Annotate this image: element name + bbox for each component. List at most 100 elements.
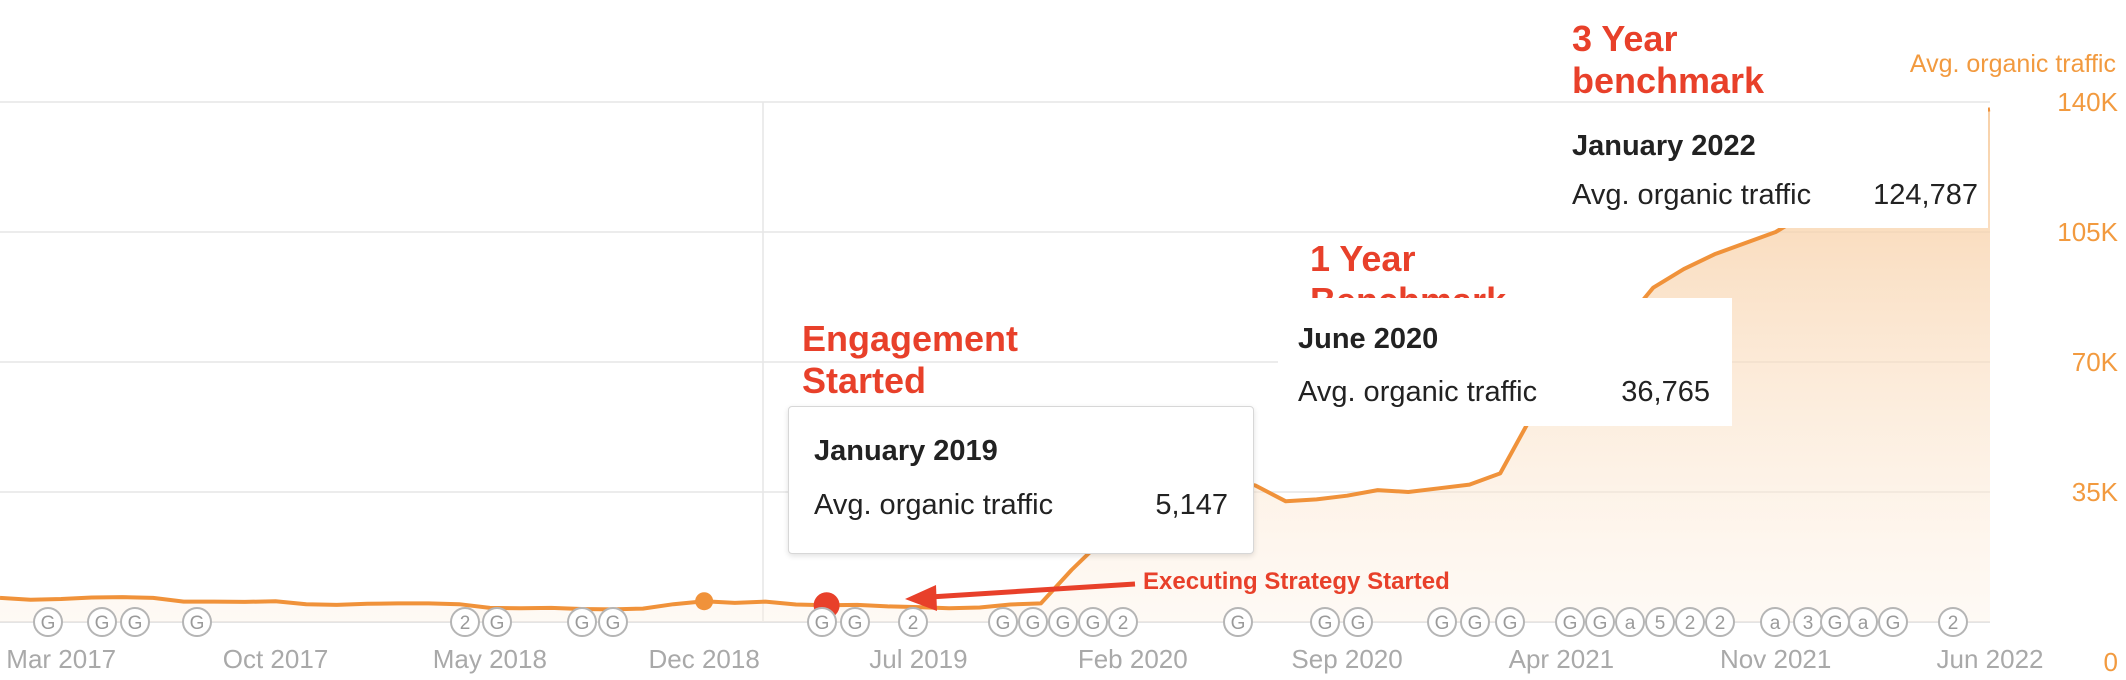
traffic-area <box>0 109 1990 622</box>
update-marker[interactable]: a <box>1615 607 1645 637</box>
update-marker[interactable]: G <box>120 607 150 637</box>
svg-text:G: G <box>815 613 830 634</box>
update-marker[interactable]: a <box>1848 607 1878 637</box>
y-tick-label: 35K <box>2072 477 2119 507</box>
update-marker[interactable]: a <box>1760 607 1790 637</box>
update-marker[interactable]: G <box>87 607 117 637</box>
svg-text:2: 2 <box>1685 613 1696 634</box>
update-marker[interactable]: G <box>1555 607 1585 637</box>
update-marker[interactable]: G <box>807 607 837 637</box>
svg-text:G: G <box>1351 613 1366 634</box>
update-marker[interactable]: G <box>1018 607 1048 637</box>
x-tick-label: May 2018 <box>433 644 547 674</box>
executing-arrow <box>929 581 1136 600</box>
tooltip-label: Avg. organic traffic <box>814 489 1054 521</box>
tooltip-jun-2020: June 2020 Avg. organic traffic 36,765 <box>1278 298 1732 426</box>
svg-text:G: G <box>1468 613 1483 634</box>
update-marker[interactable]: G <box>1310 607 1340 637</box>
highlight-point[interactable] <box>695 592 714 611</box>
svg-text:G: G <box>1503 613 1518 634</box>
svg-text:2: 2 <box>460 613 471 634</box>
update-marker[interactable]: G <box>1585 607 1615 637</box>
svg-text:G: G <box>95 613 110 634</box>
y-tick-label: 105K <box>2057 217 2118 247</box>
annotation-one-year-line1: 1 Year <box>1310 238 1416 279</box>
update-marker[interactable]: G <box>598 607 628 637</box>
annotation-engagement-line1: Engagement <box>802 318 1019 359</box>
svg-text:G: G <box>1886 613 1901 634</box>
svg-text:G: G <box>490 613 505 634</box>
tooltip-jan-2022: January 2022 Avg. organic traffic 124,78… <box>1558 106 1988 228</box>
svg-text:a: a <box>1625 613 1636 634</box>
update-marker[interactable]: G <box>482 607 512 637</box>
update-marker[interactable]: 2 <box>450 607 480 637</box>
tooltip-date: January 2022 <box>1572 130 1756 162</box>
svg-text:G: G <box>1086 613 1101 634</box>
update-marker[interactable]: G <box>1878 607 1908 637</box>
y-tick-label: 0 <box>2104 647 2118 677</box>
svg-text:G: G <box>1563 613 1578 634</box>
tooltip-label: Avg. organic traffic <box>1572 179 1812 211</box>
update-marker[interactable]: G <box>1223 607 1253 637</box>
update-marker[interactable]: G <box>567 607 597 637</box>
update-marker[interactable]: G <box>1427 607 1457 637</box>
tooltip-label: Avg. organic traffic <box>1298 376 1538 408</box>
svg-text:G: G <box>128 613 143 634</box>
svg-text:G: G <box>1435 613 1450 634</box>
tooltip-date: June 2020 <box>1298 323 1439 355</box>
traffic-line[interactable] <box>0 107 1991 612</box>
x-tick-label: Feb 2020 <box>1078 644 1188 674</box>
svg-text:G: G <box>1231 613 1246 634</box>
update-marker[interactable]: G <box>840 607 870 637</box>
update-marker[interactable]: 2 <box>1705 607 1735 637</box>
annotation-three-year-line2: benchmark <box>1572 60 1765 101</box>
annotation-executing: Executing Strategy Started <box>1143 568 1450 595</box>
svg-text:3: 3 <box>1803 613 1814 634</box>
update-marker[interactable]: G <box>1048 607 1078 637</box>
x-tick-label: Jul 2019 <box>869 644 967 674</box>
svg-text:a: a <box>1858 613 1869 634</box>
update-marker[interactable]: G <box>182 607 212 637</box>
update-marker[interactable]: G <box>988 607 1018 637</box>
svg-text:G: G <box>1026 613 1041 634</box>
svg-text:2: 2 <box>908 613 919 634</box>
update-marker[interactable]: G <box>1343 607 1373 637</box>
svg-text:2: 2 <box>1948 613 1959 634</box>
svg-text:G: G <box>1056 613 1071 634</box>
x-tick-label: Mar 2017 <box>6 644 116 674</box>
x-tick-label: Jun 2022 <box>1937 644 2044 674</box>
svg-text:G: G <box>190 613 205 634</box>
svg-text:2: 2 <box>1715 613 1726 634</box>
x-tick-label: Dec 2018 <box>648 644 759 674</box>
tooltip-jan-2019: January 2019 Avg. organic traffic 5,147 <box>788 406 1254 554</box>
update-marker[interactable]: 2 <box>898 607 928 637</box>
update-marker[interactable]: G <box>1078 607 1108 637</box>
svg-text:G: G <box>575 613 590 634</box>
svg-text:5: 5 <box>1655 613 1666 634</box>
tooltip-value: 5,147 <box>1155 489 1228 521</box>
update-marker[interactable]: G <box>1495 607 1525 637</box>
svg-text:G: G <box>1828 613 1843 634</box>
legend-label[interactable]: Avg. organic traffic <box>1910 50 2116 78</box>
svg-text:G: G <box>1318 613 1333 634</box>
svg-text:G: G <box>606 613 621 634</box>
update-marker[interactable]: 2 <box>1938 607 1968 637</box>
svg-text:G: G <box>848 613 863 634</box>
update-marker[interactable]: G <box>33 607 63 637</box>
tooltip-value: 124,787 <box>1873 179 1978 211</box>
update-marker[interactable]: 3 <box>1793 607 1823 637</box>
update-marker[interactable]: 2 <box>1108 607 1138 637</box>
y-tick-label: 140K <box>2057 87 2118 117</box>
svg-text:a: a <box>1770 613 1781 634</box>
x-tick-label: Apr 2021 <box>1509 644 1615 674</box>
update-marker[interactable]: G <box>1820 607 1850 637</box>
annotation-three-year-line1: 3 Year <box>1572 18 1678 59</box>
update-marker[interactable]: 2 <box>1675 607 1705 637</box>
update-marker[interactable]: G <box>1460 607 1490 637</box>
svg-text:G: G <box>996 613 1011 634</box>
update-marker[interactable]: 5 <box>1645 607 1675 637</box>
tooltip-value: 36,765 <box>1621 376 1710 408</box>
tooltip-date: January 2019 <box>814 435 998 467</box>
annotation-engagement-line2: Started <box>802 360 927 401</box>
